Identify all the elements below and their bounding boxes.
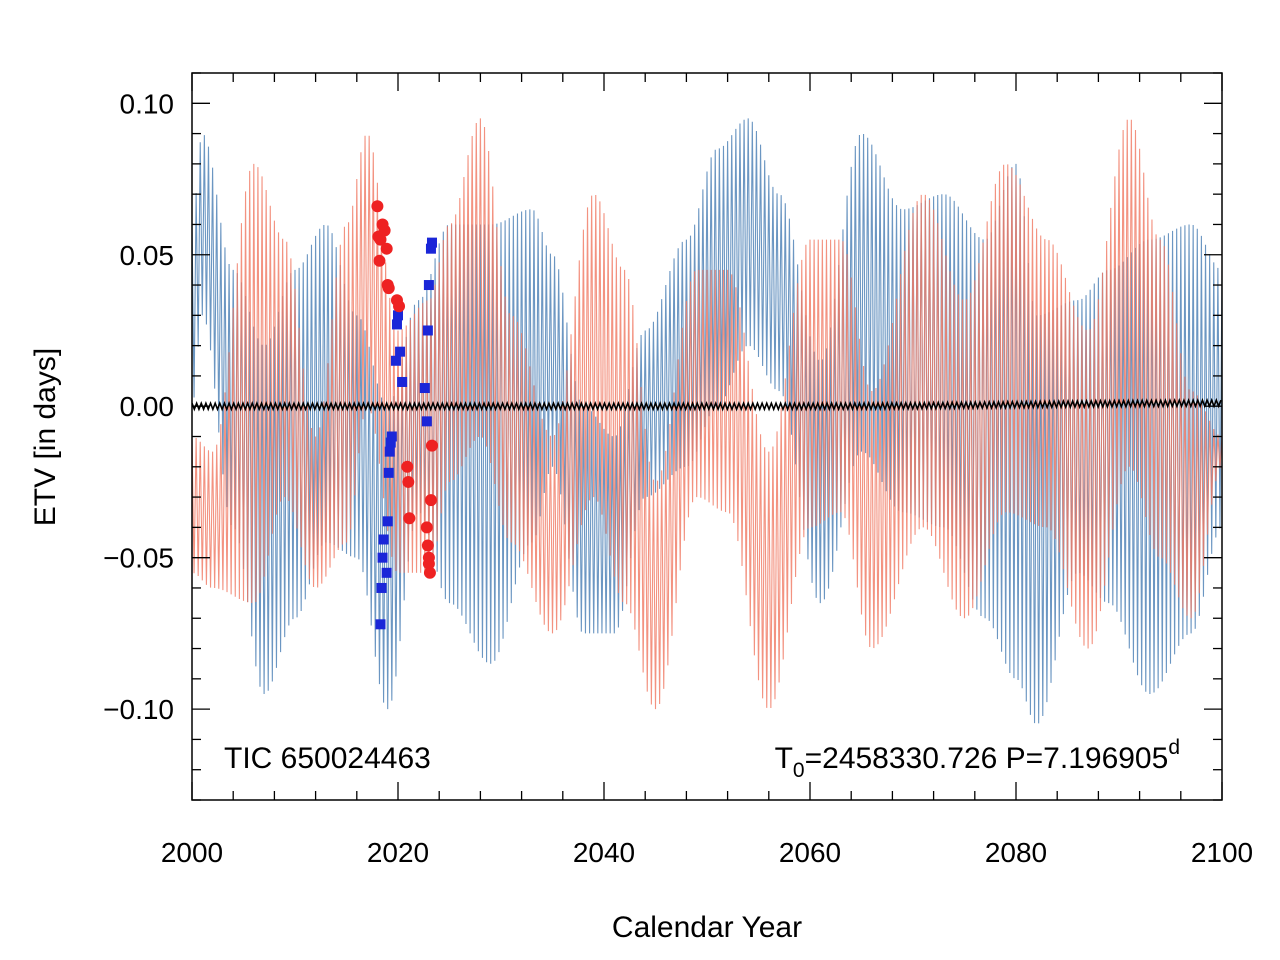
x-tick-label: 2020: [367, 837, 429, 868]
secondary-etv-point: [403, 512, 416, 525]
secondary-etv-point: [425, 439, 438, 452]
primary-etv-point: [397, 376, 408, 387]
x-axis-title: Calendar Year: [612, 911, 802, 944]
secondary-etv-point: [402, 475, 415, 488]
primary-etv-point: [391, 319, 402, 330]
secondary-etv-point: [424, 494, 437, 507]
primary-etv-point: [378, 534, 389, 545]
secondary-etv-point: [422, 551, 435, 564]
model-series-layer: [192, 118, 1222, 724]
target-annotation: TIC 650024463: [224, 742, 431, 775]
x-tick-label: 2080: [985, 837, 1047, 868]
x-tick-label: 2040: [573, 837, 635, 868]
model-curve-1: [192, 118, 1222, 724]
secondary-etv-point: [380, 242, 393, 255]
primary-etv-point: [390, 355, 401, 366]
primary-etv-point: [383, 467, 394, 478]
secondary-etv-point: [401, 460, 414, 473]
secondary-etv-point: [420, 521, 433, 534]
x-tick-label: 2060: [779, 837, 841, 868]
ephemeris-t-symbol: T: [775, 742, 793, 775]
primary-etv-point: [393, 310, 403, 321]
y-tick-label: 0.10: [120, 88, 175, 119]
primary-etv-point: [421, 416, 432, 427]
secondary-etv-point: [423, 566, 436, 579]
y-tick-label: −0.10: [103, 694, 174, 725]
axis-ticks: [191, 72, 1223, 801]
y-tick-label: −0.05: [103, 543, 174, 574]
primary-etv-point: [423, 280, 434, 291]
x-tick-label: 2100: [1191, 837, 1253, 868]
model-curve-3: [192, 397, 1222, 412]
y-tick-label: 0.00: [120, 391, 175, 422]
ephemeris-value: =2458330.726 P=7.196905: [805, 742, 1169, 775]
secondary-etv-point: [393, 300, 406, 313]
ephemeris-superscript: d: [1168, 736, 1180, 759]
x-tick-label: 2000: [161, 837, 223, 868]
secondary-etv-point: [373, 254, 386, 267]
primary-etv-point: [376, 582, 387, 593]
secondary-etv-point: [382, 282, 395, 295]
primary-etv-point: [419, 383, 430, 394]
ephemeris-annotation: T0=2458330.726 P=7.196905d: [775, 736, 1180, 782]
primary-etv-point: [382, 516, 393, 527]
secondary-etv-point: [374, 233, 387, 246]
ephemeris-t-subscript: 0: [793, 759, 805, 782]
model-curve-2: [192, 118, 1222, 710]
y-tick-label: 0.05: [120, 240, 175, 271]
primary-etv-point: [384, 446, 395, 457]
y-axis-title: ETV [in days]: [29, 348, 62, 526]
primary-etv-point: [395, 346, 406, 357]
primary-etv-point: [381, 567, 392, 578]
primary-etv-point: [377, 552, 388, 563]
primary-etv-point: [422, 325, 433, 336]
primary-etv-point: [426, 237, 437, 248]
primary-etv-point: [385, 437, 396, 448]
primary-etv-point: [386, 431, 397, 442]
primary-etv-point: [375, 619, 386, 630]
secondary-etv-point: [378, 224, 391, 237]
primary-etv-point: [425, 243, 436, 254]
secondary-etv-point: [371, 200, 384, 213]
tick-labels: 2000 2020 2040 2060 2080 2100 −0.10 −0.05 0.00 0.…: [103, 88, 1253, 868]
secondary-etv-point: [421, 539, 434, 552]
observations-layer: [371, 200, 438, 630]
